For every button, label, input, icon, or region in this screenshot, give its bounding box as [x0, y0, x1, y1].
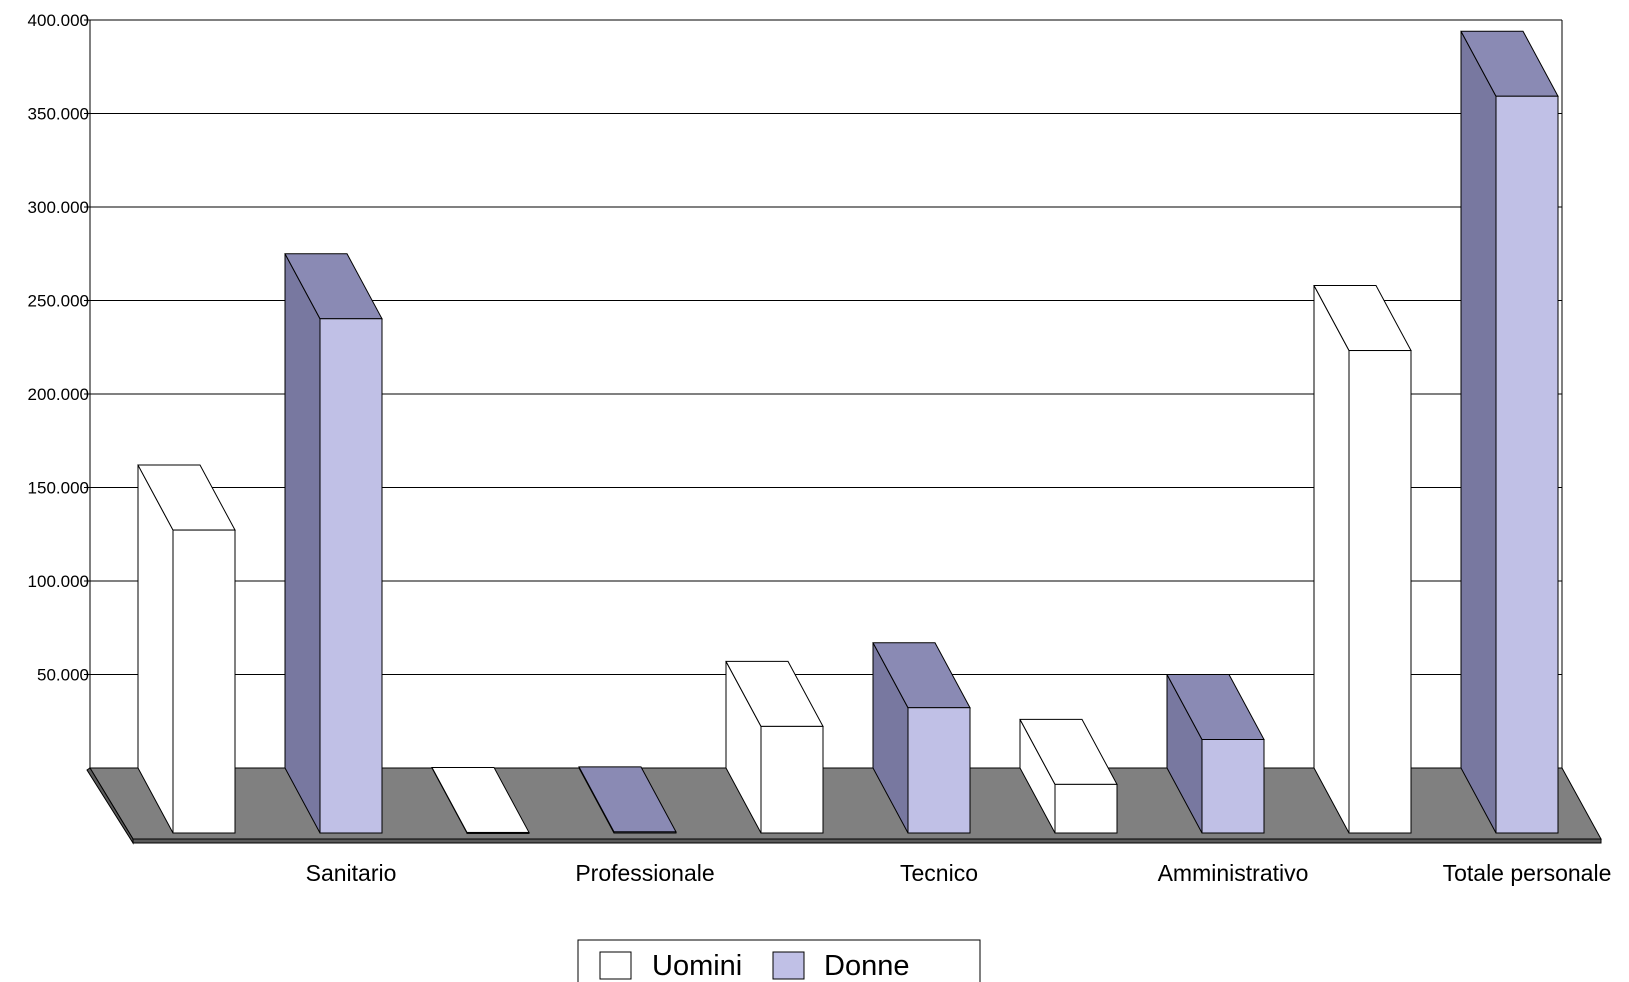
x-category-label: Professionale	[575, 860, 714, 886]
bar-donne-totale-personale	[1460, 30, 1559, 834]
y-tick-label: 200.000	[28, 385, 89, 404]
legend-swatch	[599, 951, 632, 980]
bar-uomini-professionale	[431, 766, 530, 834]
y-tick-label: 50.000	[37, 666, 89, 685]
y-axis-ticks: 50.000 100.000 150.000 200.000 250.000 300.00…	[28, 11, 90, 685]
bar-donne-sanitario	[284, 253, 383, 834]
y-tick-label: 300.000	[28, 198, 89, 217]
bar-side-face	[1460, 30, 1497, 834]
y-tick-label: 100.000	[28, 572, 89, 591]
bar-front-face	[760, 725, 824, 834]
y-tick-label: 150.000	[28, 479, 89, 498]
bar-uomini-tecnico	[725, 660, 824, 834]
y-tick-label: 350.000	[28, 105, 89, 124]
bar-uomini-totale-personale	[1313, 285, 1412, 834]
y-tick-label: 400.000	[28, 11, 89, 30]
bar-front-face	[907, 707, 971, 834]
bar-front-face	[466, 831, 530, 834]
bar-front-face	[1495, 95, 1559, 834]
bar-side-face	[284, 253, 321, 834]
x-category-label: Amministrativo	[1158, 860, 1309, 886]
bar-uomini-amministrativo	[1019, 718, 1118, 834]
floor-front-edge	[132, 838, 1602, 844]
bar-front-face	[172, 529, 236, 834]
bar-side-face	[1313, 285, 1350, 834]
bar-front-face	[613, 831, 677, 834]
bar-front-face	[319, 318, 383, 834]
bar-donne-professionale	[578, 766, 677, 834]
legend: Uomini Donne	[577, 939, 981, 982]
bar-uomini-sanitario	[137, 464, 236, 834]
legend-label: Uomini	[652, 950, 742, 982]
bar-front-face	[1201, 739, 1265, 834]
y-tick-label: 250.000	[28, 292, 89, 311]
x-category-label: Sanitario	[306, 860, 397, 886]
bars	[137, 30, 1559, 834]
bar-front-face	[1348, 350, 1412, 834]
floor-left-edge	[86, 767, 134, 845]
x-category-label: Totale personale	[1443, 860, 1612, 886]
x-axis-labels: Sanitario Professionale Tecnico Amministrat…	[306, 860, 1612, 886]
legend-swatch	[772, 951, 805, 980]
bar-donne-tecnico	[872, 642, 971, 834]
x-category-label: Tecnico	[900, 860, 978, 886]
bar-donne-amministrativo	[1166, 674, 1265, 834]
legend-label: Donne	[824, 950, 909, 982]
bar-front-face	[1054, 783, 1118, 834]
